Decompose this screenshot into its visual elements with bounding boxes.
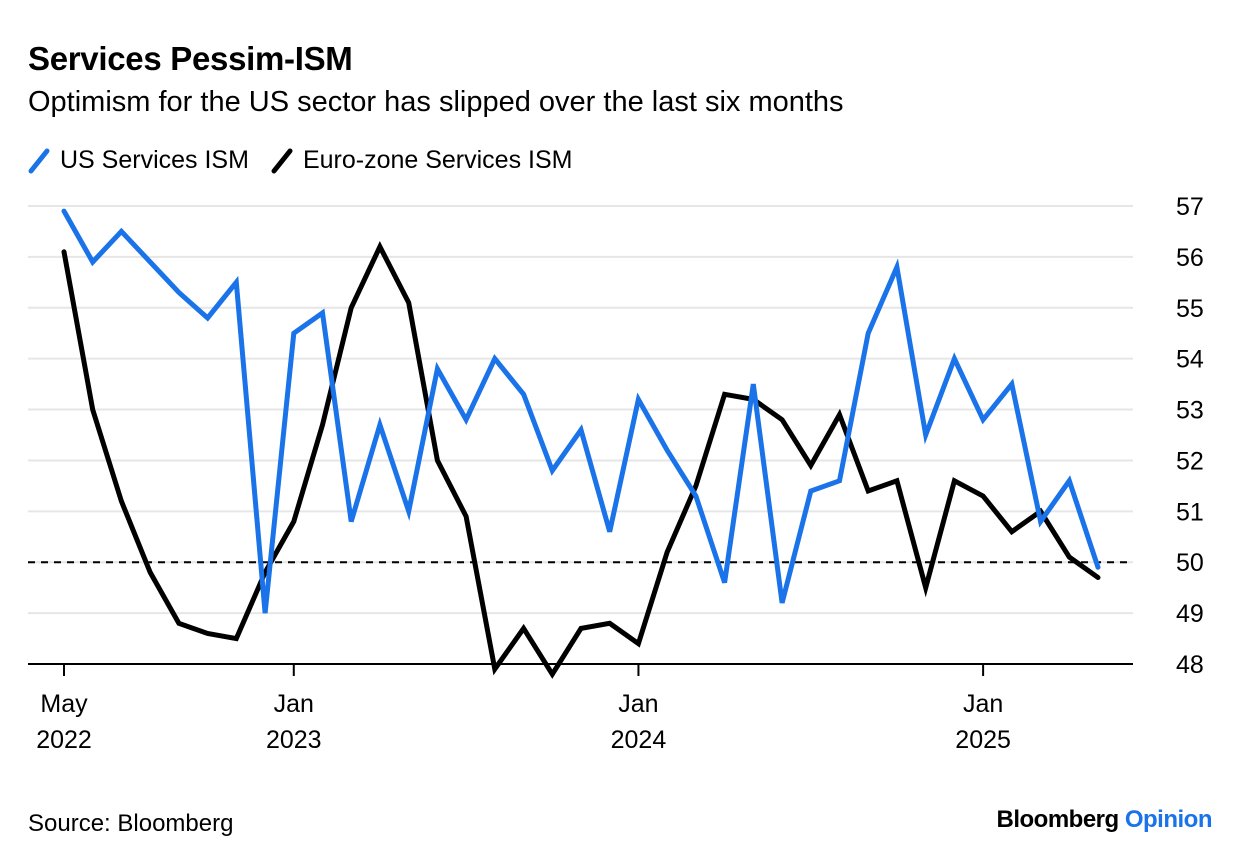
y-tick-label: 48 (1176, 651, 1204, 679)
y-tick-label: 57 (1176, 193, 1204, 221)
x-tick-label: Jan (274, 690, 314, 718)
legend-swatch-ez (271, 148, 293, 173)
legend-label-us: US Services ISM (60, 146, 249, 174)
y-tick-label: 52 (1176, 447, 1204, 475)
series-line-eurozone-services-ism (61, 241, 1101, 679)
brand-logo: Bloomberg Opinion (997, 806, 1213, 834)
brand-name: Bloomberg (996, 806, 1120, 833)
series-line-us-services-ism (61, 208, 1101, 614)
x-tick-year-label: 2022 (36, 726, 92, 754)
y-tick-label: 54 (1176, 346, 1204, 374)
legend-item-ez: Euro-zone Services ISM (271, 146, 573, 175)
y-tick-label: 50 (1176, 549, 1204, 577)
y-tick-label: 56 (1176, 244, 1204, 272)
x-tick-year-label: 2024 (611, 726, 667, 754)
chart-plot: 48 49 50 51 52 53 54 55 56 57 May 2022 Jan 2023 Jan 20… (28, 193, 1204, 754)
x-tick-year-label: 2023 (266, 726, 322, 754)
legend: US Services ISM Euro-zone Services ISM (28, 146, 594, 175)
series-lines (61, 208, 1101, 679)
brand-product: Opinion (1124, 806, 1213, 833)
y-tick-label: 55 (1176, 295, 1204, 323)
x-axis (28, 663, 1133, 676)
source-note: Source: Bloomberg (28, 810, 234, 837)
legend-label-ez: Euro-zone Services ISM (302, 146, 573, 174)
y-tick-label: 49 (1176, 600, 1204, 628)
chart-subtitle: Optimism for the US sector has slipped o… (28, 86, 844, 118)
chart-title: Services Pessim-ISM (28, 40, 353, 77)
legend-item-us: US Services ISM (28, 146, 249, 175)
y-tick-labels: 48 49 50 51 52 53 54 55 56 57 (1176, 193, 1204, 679)
x-tick-labels: May 2022 Jan 2023 Jan 2024 Jan 2025 (36, 690, 1011, 754)
x-tick-year-label: 2025 (955, 726, 1011, 754)
grid-lines (28, 205, 1133, 615)
x-tick-label: Jan (963, 690, 1003, 718)
x-tick-label: Jan (618, 690, 658, 718)
y-tick-label: 51 (1176, 498, 1204, 526)
y-tick-label: 53 (1176, 397, 1204, 425)
legend-swatch-us (28, 148, 50, 173)
x-tick-label: May (40, 690, 88, 718)
